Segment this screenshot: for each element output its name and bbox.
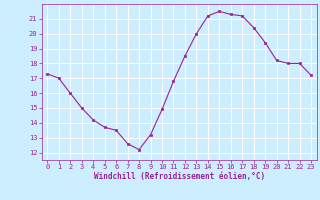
X-axis label: Windchill (Refroidissement éolien,°C): Windchill (Refroidissement éolien,°C) [94, 172, 265, 181]
